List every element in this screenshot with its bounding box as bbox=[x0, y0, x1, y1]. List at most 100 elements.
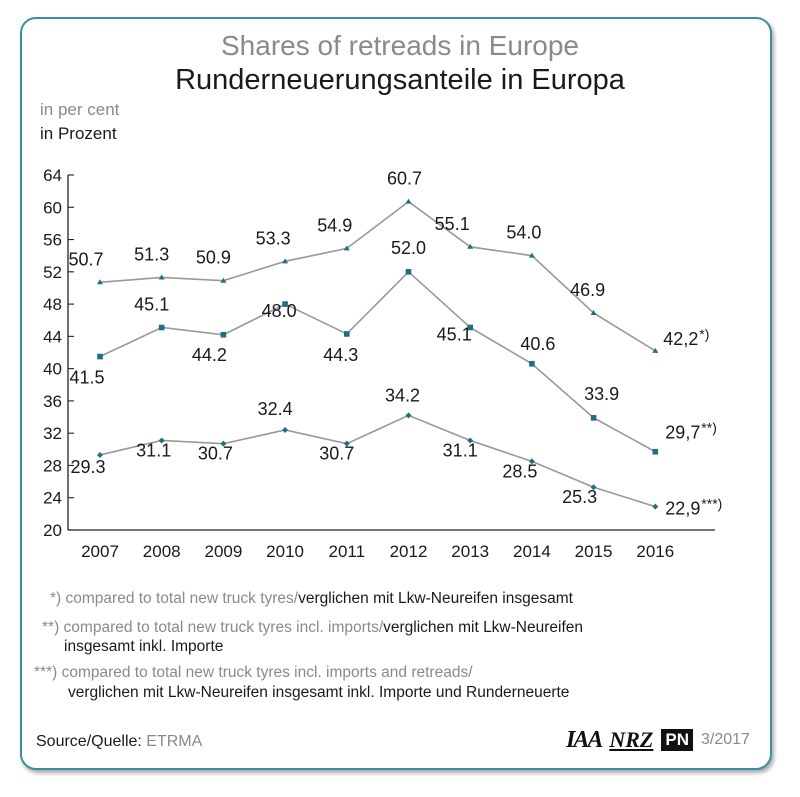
series-3-data-label: 32.4 bbox=[258, 399, 293, 419]
series-2-data-label: 29,7 bbox=[665, 423, 700, 443]
series-3-point bbox=[405, 412, 412, 419]
series-1-data-label: 54.9 bbox=[317, 215, 352, 235]
series-2-data-label: 44.2 bbox=[192, 345, 227, 365]
unit-label-en: in per cent bbox=[40, 100, 120, 119]
footnote-3-mark: ***) bbox=[34, 664, 58, 681]
series-1-point bbox=[590, 309, 597, 315]
y-tick-label: 64 bbox=[43, 166, 62, 185]
x-tick-label: 2012 bbox=[390, 542, 428, 561]
series-2-data-label: 41.5 bbox=[69, 368, 104, 388]
x-tick-label: 2015 bbox=[575, 542, 613, 561]
series-2-data-label: 45.1 bbox=[437, 324, 472, 344]
series-2-point bbox=[529, 360, 535, 367]
series-3-point bbox=[97, 451, 103, 458]
y-tick-label: 40 bbox=[43, 360, 62, 379]
chart-card bbox=[20, 17, 772, 770]
series-1-point bbox=[405, 198, 412, 204]
series-3-data-label: 30.7 bbox=[319, 444, 354, 464]
series-3-point bbox=[282, 426, 289, 433]
series-1-point bbox=[652, 347, 659, 353]
series-2-data-label: 52.0 bbox=[391, 238, 426, 258]
y-tick-label: 32 bbox=[43, 424, 62, 443]
x-tick-label: 2010 bbox=[266, 542, 304, 561]
series-3-point bbox=[590, 484, 597, 491]
issue-label: 3/2017 bbox=[700, 731, 750, 748]
y-tick-label: 28 bbox=[43, 456, 62, 475]
series-3-data-label: 22,9 bbox=[665, 499, 700, 519]
y-tick-label: 20 bbox=[43, 521, 62, 540]
series-3-point bbox=[220, 440, 227, 447]
series-1-point bbox=[97, 279, 103, 285]
series-2-point bbox=[405, 269, 412, 275]
series-1-point bbox=[220, 277, 227, 283]
source-label: Source/Quelle: bbox=[36, 733, 142, 750]
y-tick-label: 52 bbox=[43, 263, 62, 282]
series-1-line bbox=[99, 200, 656, 352]
nrz-logo: NRZ bbox=[609, 727, 654, 752]
series-1-data-label: 42,2 bbox=[663, 329, 698, 349]
y-tick-label: 48 bbox=[43, 295, 62, 314]
footnote-1-en: compared to total new truck tyres/ bbox=[65, 590, 299, 607]
y-tick-label: 60 bbox=[43, 198, 62, 217]
series-1-footnote-mark: *) bbox=[699, 326, 709, 342]
footnote-3-de: verglichen mit Lkw-Neureifen insgesamt i… bbox=[68, 684, 570, 701]
series-3-data-label: 34.2 bbox=[385, 385, 420, 405]
series-3-data-label: 28.5 bbox=[502, 461, 537, 481]
x-tick-label: 2007 bbox=[81, 542, 119, 561]
series-1-data-label: 54.0 bbox=[506, 223, 541, 243]
x-tick-label: 2013 bbox=[451, 542, 489, 561]
footnote-2-de: verglichen mit Lkw-Neureifen bbox=[383, 619, 583, 636]
series-2-data-label: 44.3 bbox=[323, 345, 358, 365]
x-tick-label: 2016 bbox=[636, 542, 674, 561]
chart-title-de: Runderneuerungsanteile in Europa bbox=[175, 64, 625, 96]
series-3-point bbox=[467, 437, 474, 444]
y-tick-label: 24 bbox=[43, 489, 62, 508]
series-3-data-label: 29.3 bbox=[70, 457, 105, 477]
series-2-footnote-mark: **) bbox=[701, 420, 717, 436]
y-tick-label: 44 bbox=[43, 327, 62, 346]
series-3-point bbox=[158, 437, 165, 444]
series-1-data-label: 53.3 bbox=[256, 228, 291, 248]
footnote-1-de: verglichen mit Lkw-Neureifen insgesamt bbox=[298, 590, 573, 607]
x-tick-label: 2014 bbox=[513, 542, 551, 561]
series-1-data-label: 46.9 bbox=[570, 280, 605, 300]
series-2-point bbox=[590, 415, 597, 421]
x-tick-label: 2009 bbox=[204, 542, 242, 561]
series-2-point bbox=[652, 448, 659, 455]
x-tick-label: 2011 bbox=[329, 542, 366, 561]
iaa-logo: IAA bbox=[566, 726, 603, 753]
y-tick-label: 56 bbox=[43, 231, 62, 250]
series-1-point bbox=[343, 245, 350, 251]
footnote-2-mark: **) bbox=[42, 619, 60, 636]
footnote-3: ***) compared to total new truck tyres i… bbox=[34, 664, 473, 682]
series-2-data-label: 45.1 bbox=[134, 294, 169, 314]
series-1-point bbox=[282, 258, 289, 264]
series-1-data-label: 55.1 bbox=[435, 214, 470, 234]
pn-logo: PN bbox=[661, 729, 693, 751]
series-3-data-label: 25.3 bbox=[562, 487, 597, 507]
series-3-point bbox=[652, 503, 659, 510]
series-2-data-label: 33.9 bbox=[584, 384, 619, 404]
x-tick-label: 2008 bbox=[143, 542, 181, 561]
series-2-point bbox=[282, 301, 288, 307]
series-3-line bbox=[99, 414, 656, 508]
series-2-point bbox=[344, 331, 350, 337]
series-2-data-label: 48.0 bbox=[262, 301, 297, 321]
footnote-1-mark: *) bbox=[50, 590, 62, 607]
series-2-point bbox=[158, 324, 165, 331]
series-2-point bbox=[467, 324, 473, 331]
series-3-footnote-mark: ***) bbox=[701, 496, 722, 512]
footnote-3-en: compared to total new truck tyres incl. … bbox=[61, 664, 473, 681]
series-1-point bbox=[467, 243, 474, 249]
series-3-point bbox=[528, 458, 535, 465]
footnote-2-line2: insgesamt inkl. Importe bbox=[64, 638, 224, 655]
publisher-logos: IAA NRZ PN 3/2017 bbox=[566, 726, 750, 754]
series-2-data-label: 40.6 bbox=[520, 334, 555, 354]
footnote-1: *) compared to total new truck tyres/ver… bbox=[50, 590, 573, 608]
series-3-data-label: 31.1 bbox=[443, 440, 478, 460]
unit-label-de: in Prozent bbox=[40, 124, 117, 143]
series-3-point bbox=[343, 440, 350, 447]
source-value: ETRMA bbox=[146, 733, 203, 750]
footnote-2-en: compared to total new truck tyres incl. … bbox=[63, 619, 384, 636]
